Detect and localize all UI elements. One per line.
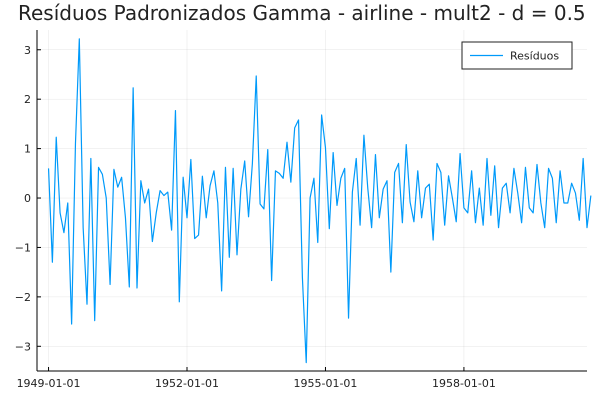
series-line-residuos [47, 38, 592, 364]
tick-labels: −3 −2 −1 0 1 2 3 1949-01-01 1952-01-01 1955-01-01… [15, 44, 496, 390]
x-tick-label: 1955-01-01 [293, 377, 357, 390]
y-tick-label: −3 [15, 340, 31, 353]
legend-label: Resíduos [510, 50, 559, 63]
y-tick-label: 1 [24, 143, 31, 156]
legend: Resíduos [461, 41, 573, 70]
chart-title: Resíduos Padronizados Gamma - airline - … [18, 1, 586, 25]
legend-box [461, 41, 573, 70]
axes [36, 30, 587, 372]
y-tick-label: 3 [24, 44, 31, 57]
y-tick-label: 2 [24, 93, 31, 106]
y-tick-label: −2 [15, 291, 31, 304]
x-tick-label: 1952-01-01 [155, 377, 219, 390]
series-layer [47, 38, 592, 364]
y-tick-label: 0 [24, 192, 31, 205]
y-tick-label: −1 [15, 241, 31, 254]
x-tick-label: 1958-01-01 [432, 377, 496, 390]
x-tick-label: 1949-01-01 [17, 377, 81, 390]
